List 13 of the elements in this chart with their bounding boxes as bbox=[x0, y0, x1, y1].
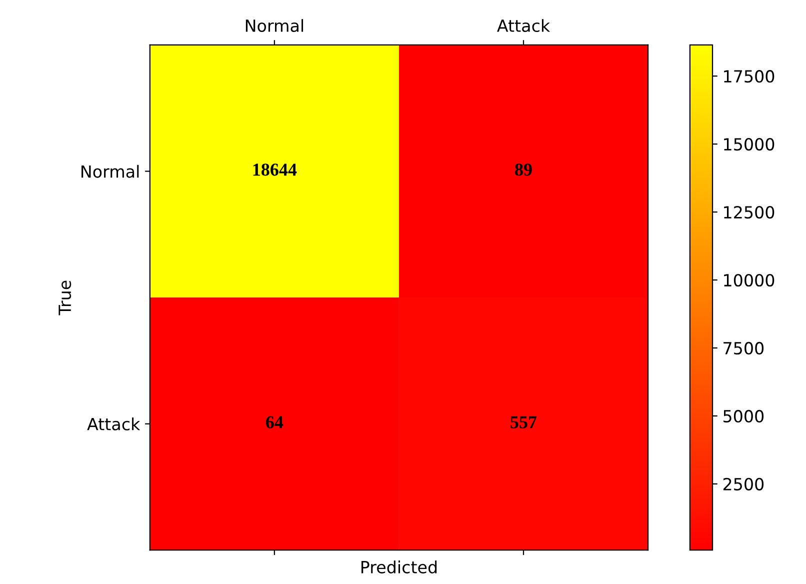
color-bar-label: 15000 bbox=[724, 138, 774, 151]
color-bar-label: 7500 bbox=[724, 342, 764, 355]
color-bar-label: 10000 bbox=[724, 274, 774, 287]
data-label: 64 bbox=[266, 416, 284, 428]
data-label: 557 bbox=[510, 416, 537, 428]
data-label: 89 bbox=[515, 164, 532, 176]
data-label: 18644 bbox=[253, 164, 297, 176]
color-bar-label: 5000 bbox=[724, 410, 764, 422]
color-bar-label: 2500 bbox=[723, 478, 764, 490]
color-bar-label: 17500 bbox=[724, 70, 774, 83]
y-axis-title: True bbox=[58, 280, 72, 316]
color-bar-label: 12500 bbox=[724, 206, 774, 219]
x-axis-title: Predicted bbox=[361, 560, 437, 574]
